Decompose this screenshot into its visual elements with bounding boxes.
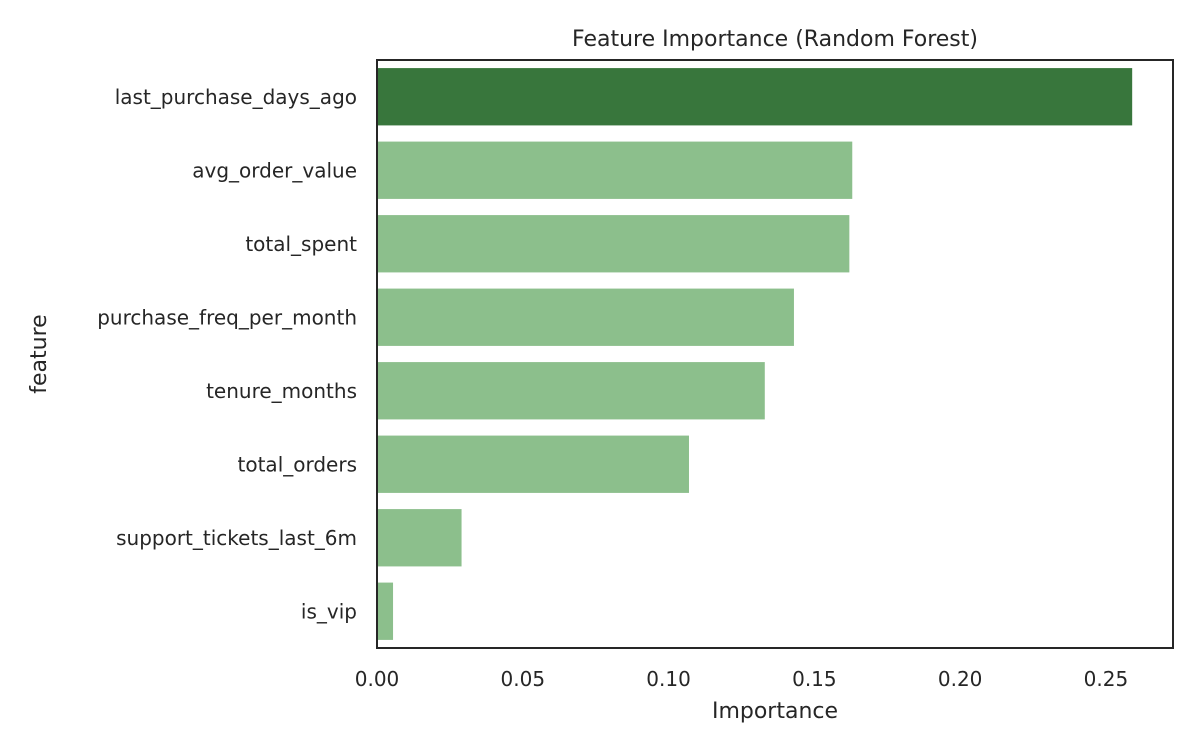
- x-tick-labels: 0.00 0.05 0.10 0.15 0.20 0.25: [355, 667, 1128, 691]
- x-tick-label: 0.05: [501, 667, 546, 691]
- bar-support-tickets-last-6m: [377, 509, 462, 567]
- x-tick-label: 0.20: [938, 667, 983, 691]
- plot-frame: [376, 59, 1174, 649]
- bar-last-purchase-days-ago: [377, 68, 1133, 126]
- y-tick-label: avg_order_value: [192, 158, 357, 182]
- x-tick-label: 0.10: [646, 667, 691, 691]
- x-tick-label: 0.00: [355, 667, 400, 691]
- bar-is-vip: [377, 582, 394, 640]
- x-tick-label: 0.15: [792, 667, 837, 691]
- y-tick-label: support_tickets_last_6m: [116, 526, 357, 550]
- bars-layer: [377, 68, 1133, 640]
- y-tick-label: last_purchase_days_ago: [115, 85, 357, 109]
- y-tick-label: purchase_freq_per_month: [97, 305, 357, 329]
- y-tick-label: total_spent: [245, 232, 357, 256]
- bar-avg-order-value: [377, 141, 853, 199]
- y-tick-label: is_vip: [301, 599, 357, 623]
- x-axis-label: Importance: [712, 699, 838, 724]
- x-tick-label: 0.25: [1084, 667, 1129, 691]
- chart-title: Feature Importance (Random Forest): [572, 27, 978, 52]
- bar-purchase-freq-per-month: [377, 288, 794, 346]
- bar-total-spent: [377, 215, 850, 273]
- bar-total-orders: [377, 435, 689, 493]
- y-axis-label: feature: [27, 314, 52, 393]
- y-tick-labels: last_purchase_days_ago avg_order_valuetot…: [97, 85, 357, 624]
- y-tick-label: total_orders: [238, 452, 357, 476]
- y-tick-label: tenure_months: [206, 379, 357, 403]
- bar-tenure-months: [377, 362, 765, 420]
